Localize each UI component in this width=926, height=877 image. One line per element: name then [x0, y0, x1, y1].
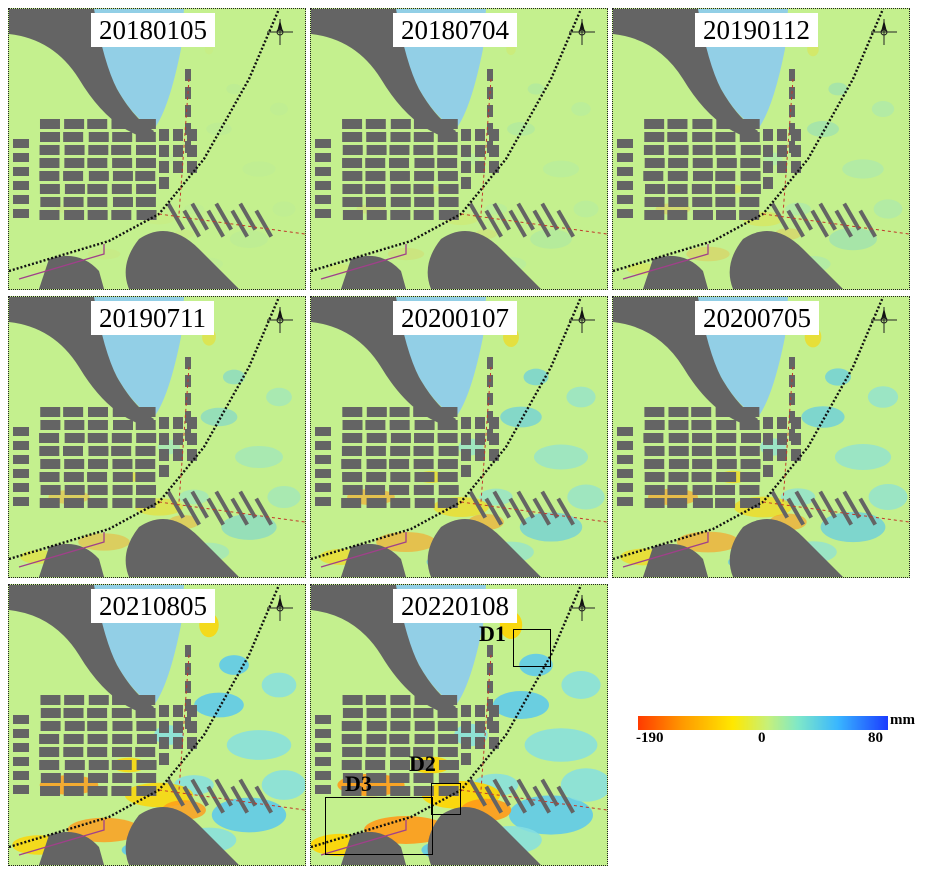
legend-min-label: -190 [636, 730, 664, 746]
panel-date-label: 20210805 [91, 589, 215, 623]
panel-date-label: 20200705 [695, 301, 819, 335]
north-arrow-icon [871, 19, 897, 45]
panel-date-label: 20200107 [393, 301, 517, 335]
roi-box-d3 [325, 797, 433, 855]
north-arrow-icon [871, 307, 897, 333]
map-panel-6: 20200705 [612, 296, 910, 578]
deformation-map [311, 297, 607, 577]
legend-max-label: 80 [868, 730, 883, 746]
map-panel-7: 20210805 [8, 584, 306, 866]
deformation-map [613, 9, 909, 289]
map-panel-1: 20180105 [8, 8, 306, 290]
panel-date-label: 20180704 [393, 13, 517, 47]
roi-box-d1 [513, 629, 551, 667]
deformation-map [9, 9, 305, 289]
panel-date-label: 20190711 [91, 301, 214, 335]
north-arrow-icon [569, 595, 595, 621]
map-panel-2: 20180704 [310, 8, 608, 290]
map-panel-8: 20220108 D1 D2 D3 [310, 584, 608, 866]
deformation-map [311, 9, 607, 289]
roi-label-d3: D3 [345, 771, 372, 796]
north-arrow-icon [569, 307, 595, 333]
north-arrow-icon [569, 19, 595, 45]
roi-label-d2: D2 [409, 751, 436, 776]
roi-label-d1: D1 [479, 621, 506, 646]
north-arrow-icon [267, 19, 293, 45]
deformation-map [9, 297, 305, 577]
roi-box-d2 [431, 783, 461, 815]
panel-date-label: 20190112 [695, 13, 818, 47]
deformation-map [613, 297, 909, 577]
legend-unit-label: mm [890, 712, 915, 728]
deformation-map [311, 585, 607, 865]
panel-date-label: 20180105 [91, 13, 215, 47]
map-panel-4: 20190711 [8, 296, 306, 578]
north-arrow-icon [267, 595, 293, 621]
map-panel-5: 20200107 [310, 296, 608, 578]
legend-color-bar [638, 716, 888, 730]
legend-mid-label: 0 [758, 730, 766, 746]
map-panel-3: 20190112 [612, 8, 910, 290]
panel-date-label: 20220108 [393, 589, 517, 623]
north-arrow-icon [267, 307, 293, 333]
deformation-map [9, 585, 305, 865]
color-legend: -190 0 80 mm [636, 712, 915, 756]
